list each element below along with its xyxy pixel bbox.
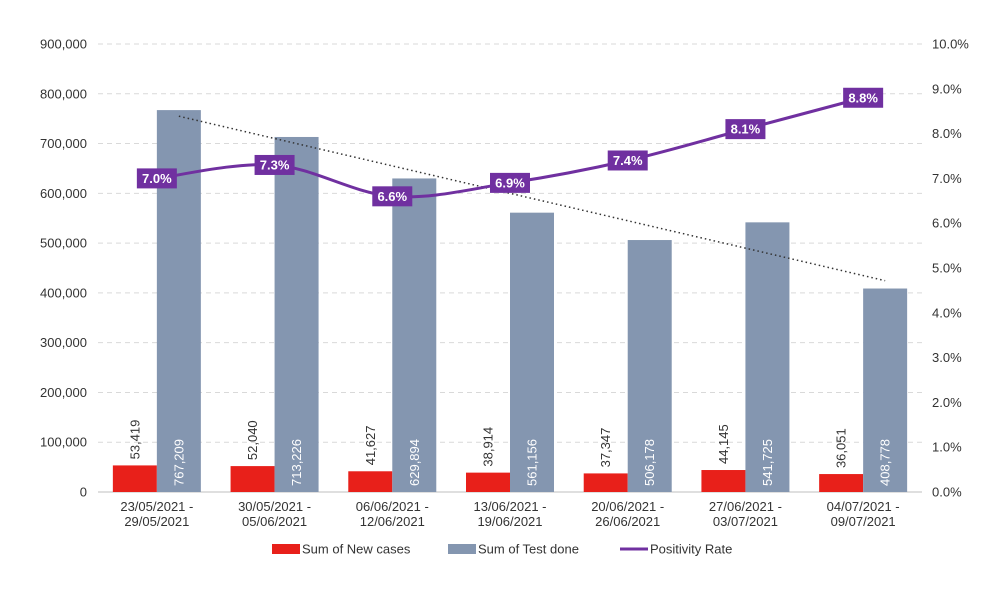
legend-swatch — [272, 544, 300, 554]
new-cases-label: 37,347 — [598, 428, 613, 468]
tests-done-label: 713,226 — [289, 439, 304, 486]
positivity-rate-label-box — [725, 119, 766, 140]
x-category-label: 30/05/2021 - — [238, 499, 311, 514]
tests-done-label: 629,894 — [407, 439, 422, 486]
right-tick-label: 8.0% — [932, 126, 962, 141]
tests-done-bar — [745, 222, 790, 492]
tests-done-bar — [156, 110, 201, 493]
x-category-label: 03/07/2021 — [713, 514, 778, 529]
positivity-rate-label: 6.9% — [495, 175, 525, 190]
legend: Sum of New cases Sum of Test done Positivi… — [272, 542, 732, 557]
x-category-label: 20/06/2021 - — [591, 499, 664, 514]
left-tick-label: 300,000 — [40, 335, 87, 350]
left-tick-label: 800,000 — [40, 86, 87, 101]
tests-done-label: 506,178 — [642, 439, 657, 486]
left-tick-label: 900,000 — [40, 37, 87, 52]
right-tick-label: 6.0% — [932, 216, 962, 231]
right-tick-label: 7.0% — [932, 171, 962, 186]
bars: 53,419 767,209 52,040 713,226 41,627 629,894 3… — [112, 110, 908, 493]
left-tick-label: 500,000 — [40, 236, 87, 251]
left-tick-label: 700,000 — [40, 136, 87, 151]
legend-label: Sum of Test done — [478, 542, 579, 557]
right-tick-label: 4.0% — [932, 305, 962, 320]
legend-swatch — [448, 544, 476, 554]
positivity-rate-label: 7.3% — [260, 157, 290, 172]
new-cases-label: 36,051 — [834, 428, 849, 468]
x-category-label: 09/07/2021 — [831, 514, 896, 529]
tests-done-label: 561,156 — [525, 439, 540, 486]
positivity-rate-label: 8.1% — [731, 122, 761, 137]
right-tick-label: 9.0% — [932, 81, 962, 96]
right-axis: 0.0% 1.0% 2.0% 3.0% 4.0% 5.0% 6.0% 7.0% 8.0% 9.0%… — [932, 37, 969, 500]
x-category-label: 06/06/2021 - — [356, 499, 429, 514]
x-category-label: 19/06/2021 — [477, 514, 542, 529]
positivity-rate-label-box — [136, 168, 177, 189]
legend-label: Positivity Rate — [650, 542, 732, 557]
x-category-label: 26/06/2021 — [595, 514, 660, 529]
x-category-label: 27/06/2021 - — [709, 499, 782, 514]
tests-done-label: 541,725 — [760, 439, 775, 486]
positivity-rate-label: 7.4% — [613, 153, 643, 168]
left-tick-label: 0 — [80, 485, 87, 500]
tests-done-bar — [274, 136, 319, 493]
right-tick-label: 2.0% — [932, 395, 962, 410]
x-category-label: 05/06/2021 — [242, 514, 307, 529]
x-category-label: 29/05/2021 — [124, 514, 189, 529]
positivity-rate-label: 7.0% — [142, 171, 172, 186]
tests-trendline — [178, 115, 886, 282]
new-cases-label: 44,145 — [716, 424, 731, 464]
tests-done-label: 767,209 — [171, 439, 186, 486]
tests-done-bar — [627, 240, 672, 492]
right-tick-label: 1.0% — [932, 440, 962, 455]
tests-done-bar — [863, 288, 908, 492]
new-cases-label: 41,627 — [363, 426, 378, 466]
positivity-rate-label: 6.6% — [377, 189, 407, 204]
left-tick-label: 400,000 — [40, 285, 87, 300]
positivity-rate-label-box — [843, 87, 884, 108]
positivity-rate-label-box — [372, 186, 413, 207]
new-cases-bar — [819, 474, 864, 492]
new-cases-label: 53,419 — [127, 420, 142, 460]
x-category-label: 23/05/2021 - — [120, 499, 193, 514]
left-tick-label: 100,000 — [40, 435, 87, 450]
new-cases-label: 52,040 — [245, 420, 260, 460]
new-cases-bar — [348, 471, 393, 492]
legend-label: Sum of New cases — [302, 542, 411, 557]
new-cases-label: 38,914 — [481, 427, 496, 467]
new-cases-bar — [230, 466, 275, 492]
new-cases-bar — [583, 473, 628, 492]
positivity-rate-label: 8.8% — [848, 90, 878, 105]
right-tick-label: 0.0% — [932, 485, 962, 500]
positivity-rate-label-box — [607, 150, 648, 171]
trendline — [178, 115, 886, 282]
positivity-rate-label-box — [254, 154, 295, 175]
x-axis: 23/05/2021 -29/05/2021 30/05/2021 -05/06/… — [120, 499, 899, 529]
tests-done-label: 408,778 — [878, 439, 893, 486]
x-category-label: 12/06/2021 — [360, 514, 425, 529]
left-tick-label: 600,000 — [40, 186, 87, 201]
x-category-label: 13/06/2021 - — [473, 499, 546, 514]
new-cases-bar — [701, 470, 746, 492]
positivity-rate-label-box — [490, 172, 530, 193]
left-axis: 0 100,000 200,000 300,000 400,000 500,000 600,… — [40, 37, 87, 500]
right-tick-label: 10.0% — [932, 37, 969, 52]
tests-done-bar — [510, 212, 554, 492]
left-tick-label: 200,000 — [40, 385, 87, 400]
positivity-line: 7.0% 7.3% 6.6% 6.9% 7.4% 8.1% 8.8% — [136, 87, 884, 207]
new-cases-bar — [112, 465, 157, 492]
x-category-label: 04/07/2021 - — [827, 499, 900, 514]
tests-done-bar — [392, 178, 437, 492]
right-tick-label: 3.0% — [932, 350, 962, 365]
right-tick-label: 5.0% — [932, 261, 962, 276]
new-cases-bar — [466, 472, 510, 492]
